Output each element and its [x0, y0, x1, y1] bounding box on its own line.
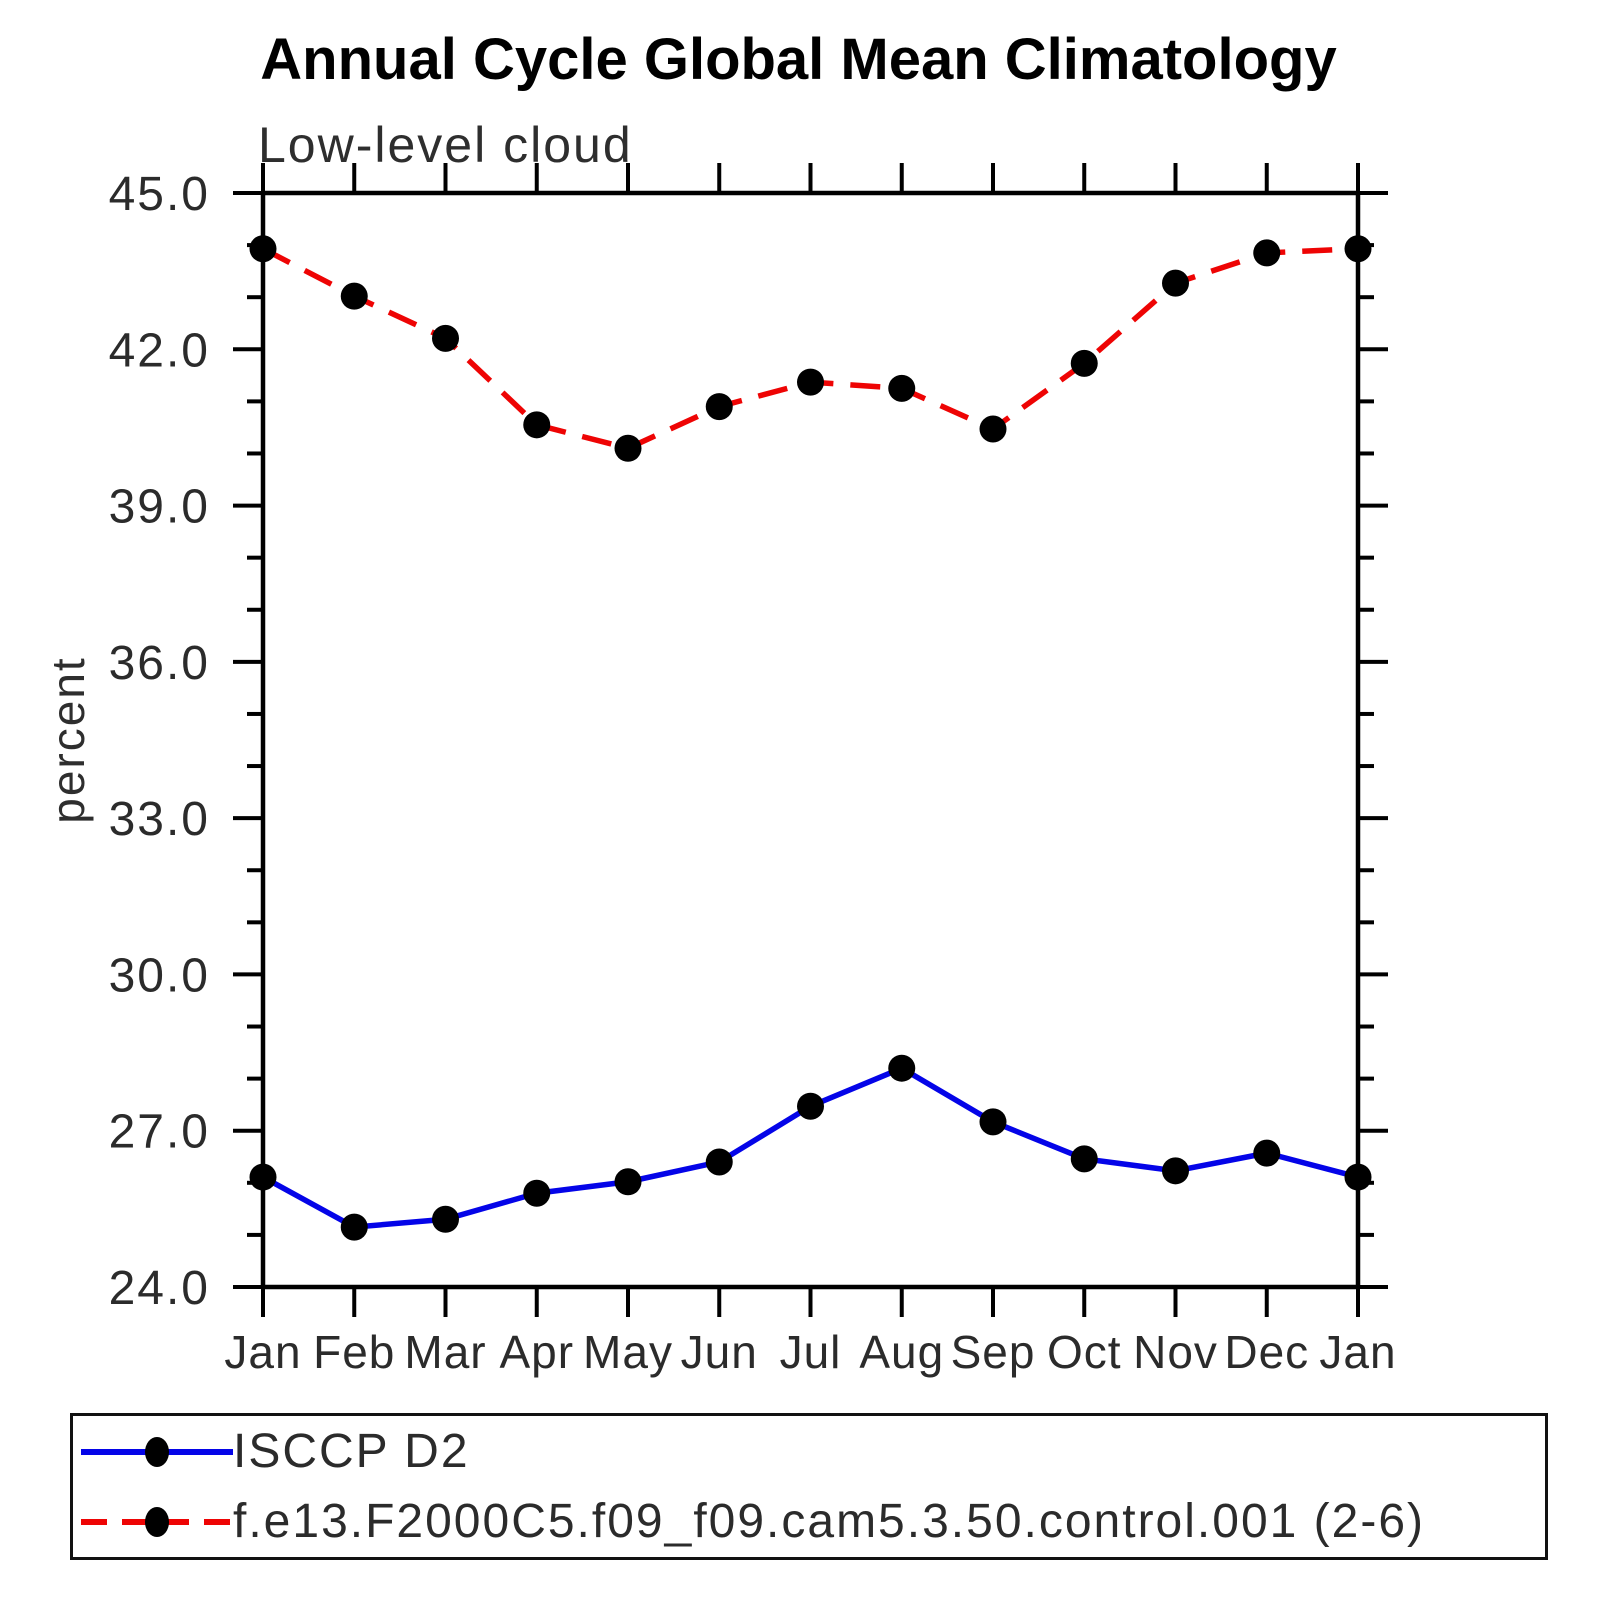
- legend-label-model: f.e13.F2000C5.f09_f09.cam5.3.50.control.…: [233, 1495, 1426, 1548]
- legend-sample-marker: [145, 1436, 169, 1467]
- data-point: [1344, 1163, 1372, 1191]
- month-label: Dec: [1224, 1326, 1309, 1378]
- data-point: [432, 324, 459, 352]
- data-point: [340, 1213, 368, 1241]
- y-tick-label: 33.0: [109, 793, 210, 846]
- data-point: [1253, 1139, 1281, 1167]
- y-tick-label: 24.0: [109, 1262, 210, 1315]
- data-point: [888, 374, 916, 402]
- data-point: [614, 434, 642, 462]
- data-point: [249, 1163, 277, 1191]
- legend: ISCCP D2 f.e13.F2000C5.f09_f09.cam5.3.50…: [70, 1413, 1548, 1560]
- legend-sample-marker: [145, 1506, 169, 1537]
- data-point: [1070, 349, 1098, 377]
- y-tick-label: 45.0: [109, 168, 210, 221]
- data-point: [340, 282, 368, 310]
- month-label: Apr: [499, 1326, 574, 1378]
- month-label: Oct: [1047, 1326, 1122, 1378]
- data-point: [797, 368, 824, 396]
- data-point: [1162, 1157, 1189, 1185]
- legend-item-isccp: ISCCP D2: [81, 1421, 1545, 1483]
- data-point: [979, 415, 1007, 443]
- data-point: [888, 1054, 916, 1082]
- month-label: Feb: [313, 1326, 395, 1378]
- legend-item-model: f.e13.F2000C5.f09_f09.cam5.3.50.control.…: [81, 1491, 1545, 1553]
- y-tick-label: 36.0: [109, 637, 210, 690]
- data-point: [797, 1092, 824, 1120]
- month-label: Jul: [780, 1326, 842, 1378]
- data-point: [614, 1168, 642, 1196]
- data-point: [705, 393, 733, 421]
- month-label: Aug: [859, 1326, 944, 1378]
- y-tick-label: 42.0: [109, 324, 210, 377]
- month-label: May: [583, 1326, 673, 1378]
- data-point: [1162, 269, 1189, 297]
- legend-label-isccp: ISCCP D2: [233, 1425, 470, 1478]
- month-label: Jan: [1319, 1326, 1396, 1378]
- data-point: [1070, 1145, 1098, 1173]
- legend-solid-line-icon: [81, 1436, 233, 1467]
- month-label: Jan: [224, 1326, 301, 1378]
- series-line-isccp: [261, 1065, 1359, 1230]
- data-point: [1253, 239, 1281, 267]
- data-point: [705, 1148, 733, 1176]
- month-label: Mar: [404, 1326, 486, 1378]
- month-label: Nov: [1133, 1326, 1218, 1378]
- y-tick-label: 27.0: [109, 1106, 210, 1159]
- data-point: [249, 235, 277, 263]
- series-line-model: [261, 245, 1359, 452]
- y-tick-label: 39.0: [109, 481, 210, 534]
- data-point: [523, 1179, 551, 1207]
- legend-dashed-line-icon: [81, 1506, 233, 1537]
- month-label: Jun: [681, 1326, 758, 1378]
- chart-title: Annual Cycle Global Mean Climatology: [260, 27, 1337, 92]
- data-point: [1344, 235, 1372, 263]
- y-tick-label: 30.0: [109, 949, 210, 1002]
- data-point: [979, 1108, 1007, 1136]
- month-label: Sep: [951, 1326, 1036, 1378]
- data-point: [523, 411, 551, 439]
- data-point: [432, 1205, 459, 1233]
